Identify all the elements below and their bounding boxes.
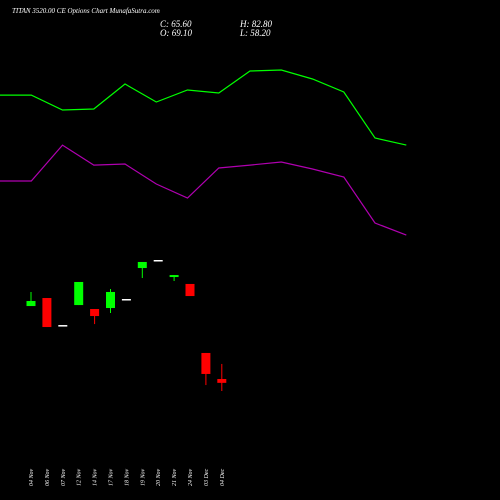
candle-body xyxy=(90,309,100,317)
candle-body xyxy=(74,281,84,306)
candle-body xyxy=(42,298,52,328)
candle-body xyxy=(58,325,68,327)
indicator-line xyxy=(0,69,407,146)
x-tick-label: 19 Nov xyxy=(140,468,146,486)
candle-body xyxy=(201,352,211,374)
low-label: L: 58.20 xyxy=(239,28,271,38)
candle-body xyxy=(121,299,131,301)
x-tick-label: 21 Nov xyxy=(172,468,178,486)
candle-body xyxy=(137,261,147,269)
candle-body xyxy=(26,300,36,307)
candle-body xyxy=(217,379,227,383)
candle-body xyxy=(185,283,195,297)
candle-body xyxy=(169,275,179,278)
x-tick-label: 17 Nov xyxy=(109,468,115,486)
x-tick-label: 04 Dec xyxy=(219,469,226,486)
x-tick-label: 20 Nov xyxy=(156,468,162,486)
candle-body xyxy=(153,260,163,262)
x-tick-label: 04 Nov xyxy=(28,468,35,486)
x-tick-label: 18 Nov xyxy=(124,468,130,486)
high-label: H: 82.80 xyxy=(239,19,272,29)
x-tick-label: 03 Dec xyxy=(204,469,210,486)
indicator-line xyxy=(0,144,407,236)
x-tick-label: 14 Nov xyxy=(92,468,99,486)
close-label: C: 65.60 xyxy=(160,19,192,29)
candle-body xyxy=(106,291,115,309)
chart-title: TITAN 3520.00 CE Options Chart MunafaSut… xyxy=(12,7,160,15)
x-tick-label: 12 Nov xyxy=(77,468,83,486)
x-tick-label: 24 Nov xyxy=(187,468,194,486)
x-tick-label: 06 Nov xyxy=(45,468,51,486)
x-tick-label: 07 Nov xyxy=(61,468,67,486)
open-label: O: 69.10 xyxy=(160,28,192,38)
